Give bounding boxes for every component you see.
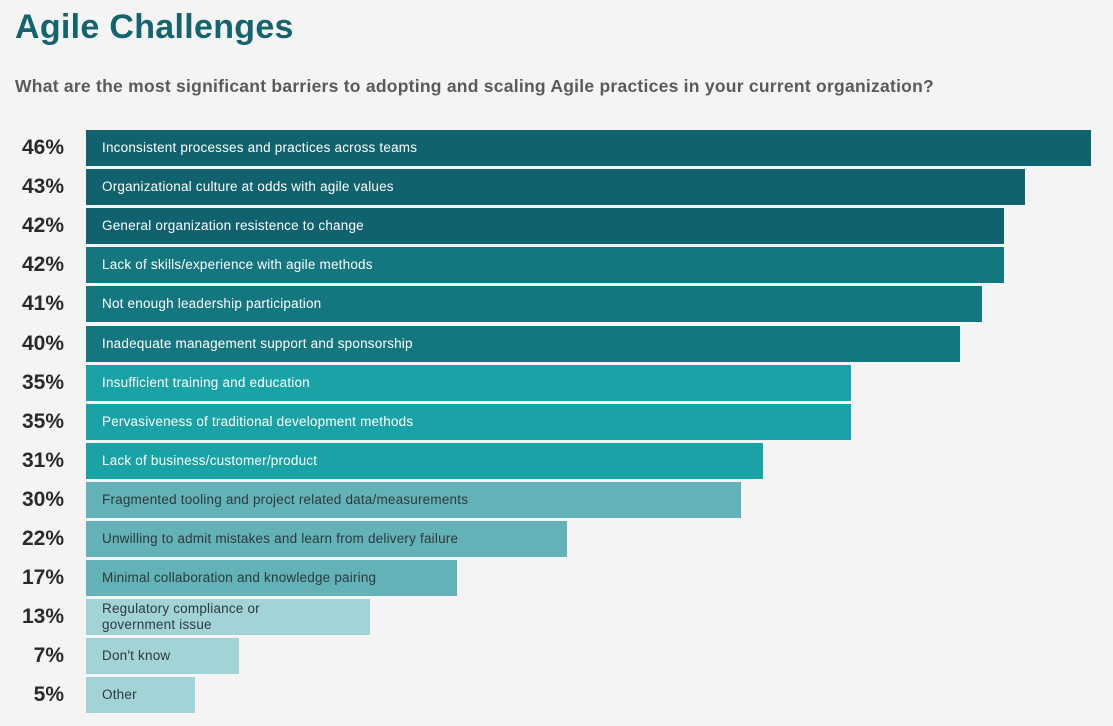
category-label: General organization resistence to chang… — [102, 218, 364, 234]
bar: Fragmented tooling and project related d… — [86, 481, 742, 518]
bar: Don't know — [86, 638, 239, 675]
category-label: Insufficient training and education — [102, 374, 310, 390]
value-label: 7% — [33, 644, 64, 668]
bar: Inadequate management support and sponso… — [86, 325, 960, 362]
value-label: 31% — [21, 448, 64, 472]
category-label: Pervasiveness of traditional development… — [102, 413, 414, 429]
value-label: 40% — [21, 331, 64, 355]
value-label: 35% — [21, 409, 64, 433]
bar: Pervasiveness of traditional development… — [86, 403, 851, 440]
bar: Lack of business/customer/product — [86, 442, 764, 479]
bar: Not enough leadership participation — [86, 286, 982, 323]
bar: Other — [86, 677, 196, 714]
category-label: Lack of skills/experience with agile met… — [102, 257, 373, 273]
category-label: Regulatory compliance or government issu… — [102, 601, 260, 633]
category-label: Other — [102, 687, 137, 703]
category-label: Minimal collaboration and knowledge pair… — [102, 570, 377, 586]
value-label: 41% — [21, 292, 64, 316]
value-label: 42% — [21, 214, 64, 238]
category-label: Unwilling to admit mistakes and learn fr… — [102, 531, 459, 546]
bar: Organizational culture at odds with agil… — [86, 169, 1026, 206]
category-label: Don't know — [102, 648, 171, 664]
bar: Insufficient training and education — [86, 364, 851, 401]
bar: Unwilling to admit mistakes and learn fr… — [86, 521, 567, 557]
bar: Lack of skills/experience with agile met… — [86, 247, 1004, 284]
value-label: 35% — [21, 370, 64, 394]
bar: Regulatory compliance or government issu… — [86, 599, 371, 636]
bar: Minimal collaboration and knowledge pair… — [86, 560, 458, 597]
page-title: Agile Challenges — [15, 8, 294, 46]
bar: Inconsistent processes and practices acr… — [86, 130, 1091, 166]
category-label: Organizational culture at odds with agil… — [102, 179, 394, 195]
category-label: Inconsistent processes and practices acr… — [102, 140, 418, 155]
category-label: Inadequate management support and sponso… — [102, 335, 413, 351]
value-label: 13% — [21, 605, 64, 629]
category-label: Fragmented tooling and project related d… — [102, 491, 469, 507]
value-label: 5% — [33, 683, 64, 707]
chart-subtitle: What are the most significant barriers t… — [15, 76, 934, 96]
value-label: 46% — [21, 136, 64, 159]
value-label: 30% — [21, 487, 64, 511]
value-label: 22% — [21, 527, 64, 550]
value-label: 43% — [21, 175, 64, 199]
value-label: 42% — [21, 253, 64, 277]
category-label: Lack of business/customer/product — [102, 452, 318, 468]
value-label: 17% — [21, 566, 64, 590]
bar: General organization resistence to chang… — [86, 208, 1004, 245]
category-label: Not enough leadership participation — [102, 296, 322, 312]
